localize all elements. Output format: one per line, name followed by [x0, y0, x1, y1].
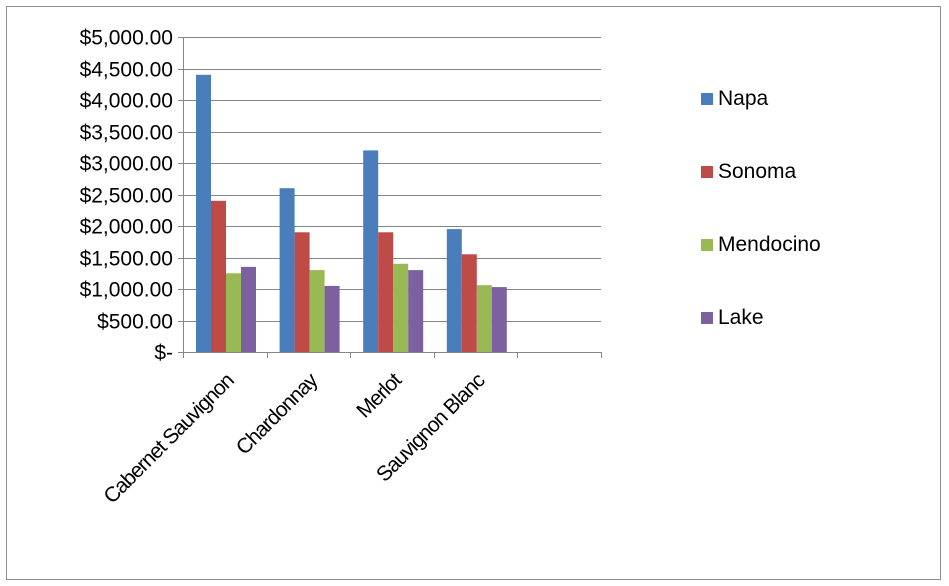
legend-label: Sonoma: [718, 160, 797, 183]
legend-item-sonoma: Sonoma: [701, 160, 797, 183]
bar-sonoma-2: [378, 232, 394, 352]
bar-lake-0: [241, 266, 256, 352]
axes: [178, 37, 602, 358]
legend-swatch: [701, 166, 713, 178]
legend-label: Napa: [718, 87, 769, 110]
bar-napa-3: [446, 229, 462, 352]
bar-mendocino-1: [309, 270, 325, 352]
y-tick-label: $-: [154, 342, 173, 365]
y-tick-label: $1,500.00: [80, 248, 173, 271]
y-tick-label: $500.00: [97, 311, 173, 334]
bar-lake-2: [408, 270, 424, 352]
bar-mendocino-3: [476, 285, 492, 352]
legend: Napa Sonoma Mendocino Lake: [701, 87, 821, 329]
bar-sonoma-0: [211, 200, 226, 352]
x-category-label: Merlot: [352, 368, 406, 422]
y-tick-label: $5,000.00: [80, 27, 173, 50]
legend-swatch: [701, 93, 713, 105]
bar-sonoma-3: [461, 254, 477, 352]
legend-swatch: [701, 239, 713, 251]
bar-lake-3: [491, 287, 507, 352]
legend-item-napa: Napa: [701, 87, 769, 110]
bar-chart: $- $500.00 $1,000.00 $1,500.00 $2,000.00 $2,5…: [80, 27, 821, 509]
bar-mendocino-0: [226, 273, 241, 353]
y-tick-label: $4,500.00: [80, 59, 173, 82]
y-tick-label: $3,500.00: [80, 122, 173, 145]
bar-lake-1: [324, 285, 340, 352]
legend-item-mendocino: Mendocino: [701, 233, 821, 256]
y-tick-label: $2,500.00: [80, 185, 173, 208]
y-tick-label: $2,000.00: [80, 216, 173, 239]
bar-napa-0: [196, 74, 211, 353]
bar-mendocino-2: [393, 263, 409, 352]
legend-swatch: [701, 312, 713, 324]
legend-label: Lake: [718, 306, 764, 329]
x-category-label: Cabernet Sauvignon: [99, 369, 238, 508]
bar-sonoma-1: [294, 232, 310, 352]
bar-napa-1: [279, 188, 295, 352]
y-tick-label: $3,000.00: [80, 153, 173, 176]
y-tick-label: $1,000.00: [80, 279, 173, 302]
y-tick-label: $4,000.00: [80, 90, 173, 113]
legend-label: Mendocino: [718, 233, 821, 256]
legend-item-lake: Lake: [701, 306, 764, 329]
bar-napa-2: [363, 150, 379, 352]
y-axis-tick-labels: $- $500.00 $1,000.00 $1,500.00 $2,000.00 $2,5…: [80, 27, 173, 365]
x-category-label: Chardonnay: [232, 368, 323, 459]
bars: [196, 74, 507, 353]
chart-area: $- $500.00 $1,000.00 $1,500.00 $2,000.00 $2,5…: [6, 6, 941, 580]
